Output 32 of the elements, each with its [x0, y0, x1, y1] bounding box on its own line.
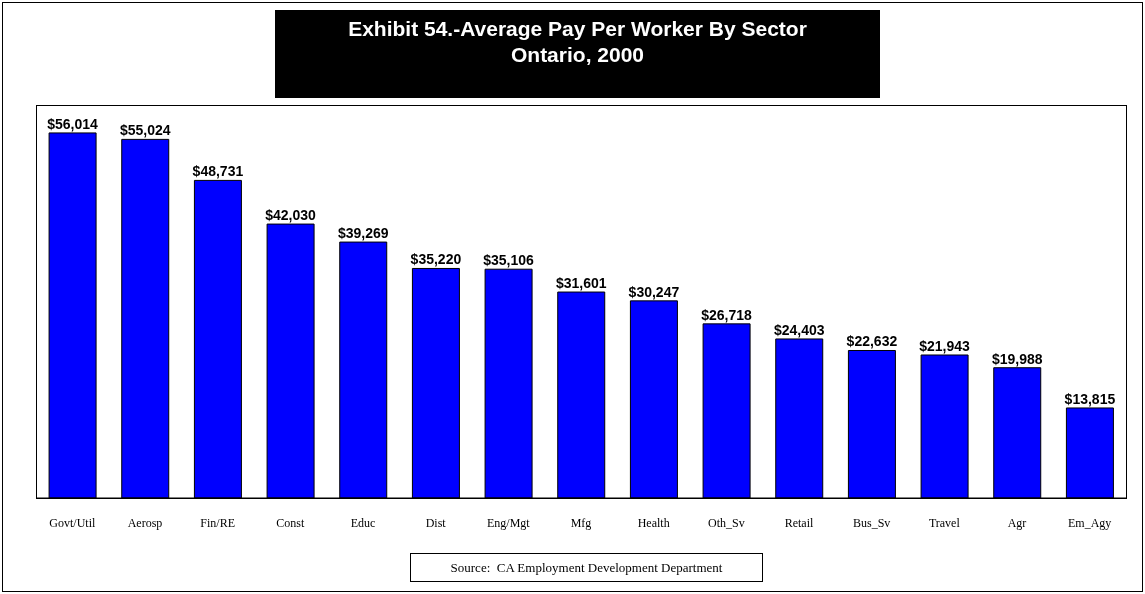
x-tick-label: Fin/RE	[200, 515, 236, 530]
x-tick-label: Bus_Sv	[852, 515, 891, 530]
chart-title: Exhibit 54.-Average Pay Per Worker By Sector Ontario, 2000	[275, 10, 880, 98]
data-label: $35,220	[410, 251, 462, 268]
x-tick-label: Health	[637, 515, 670, 530]
data-label: $21,943	[919, 337, 971, 354]
source-note: Source: CA Employment Development Department	[410, 553, 763, 582]
data-label: $55,024	[119, 122, 171, 139]
x-tick-label: Agr	[1007, 515, 1027, 530]
data-label: $39,269	[337, 225, 389, 242]
x-tick-label: Educ	[350, 515, 376, 530]
data-label: $19,988	[991, 350, 1043, 367]
data-label: $56,014	[47, 115, 99, 132]
x-tick-label: Retail	[784, 515, 814, 530]
x-tick-label: Travel	[928, 515, 961, 530]
data-label: $35,106	[483, 252, 535, 269]
x-tick-label: Aerosp	[127, 515, 163, 530]
x-tick-label: Dist	[425, 515, 447, 530]
data-label: $13,815	[1064, 390, 1116, 407]
x-tick-label: Const	[276, 515, 305, 530]
x-tick-label: Govt/Util	[49, 515, 96, 530]
data-label: $26,718	[701, 306, 753, 323]
data-label: $48,731	[192, 163, 244, 180]
x-tick-label: Em_Agy	[1067, 515, 1112, 530]
x-tick-label: Oth_Sv	[707, 515, 745, 530]
data-label: $24,403	[773, 321, 825, 338]
x-tick-label: Mfg	[570, 515, 592, 530]
data-label: $30,247	[628, 283, 680, 300]
x-tick-label: Eng/Mgt	[487, 515, 531, 530]
data-label: $22,632	[846, 333, 898, 350]
data-label: $31,601	[555, 275, 607, 292]
data-label: $42,030	[265, 207, 317, 224]
